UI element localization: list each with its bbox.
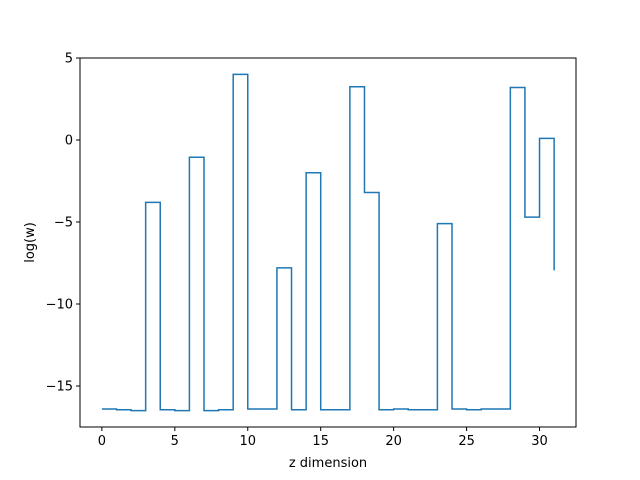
- x-tick-label: 30: [531, 434, 548, 449]
- x-tick-label: 25: [458, 434, 475, 449]
- axes-frame: [79, 57, 577, 428]
- y-tick-label: 0: [65, 134, 73, 149]
- y-tick-label: −5: [54, 216, 73, 231]
- x-axis-label: z dimension: [289, 456, 367, 471]
- x-tick-label: 5: [171, 434, 179, 449]
- y-axis-label: log(w): [23, 222, 38, 263]
- x-tick-label: 15: [312, 434, 329, 449]
- x-axis: 0 5 10 15 20 25 30: [98, 427, 548, 449]
- x-tick-label: 20: [385, 434, 402, 449]
- x-tick-label: 10: [239, 434, 256, 449]
- y-tick-label: 5: [65, 52, 73, 67]
- y-axis: 5 0 −5 −10 −15: [46, 52, 80, 395]
- y-tick-label: −10: [46, 298, 73, 313]
- series-line: [101, 73, 555, 412]
- x-tick-label: 0: [98, 434, 106, 449]
- y-tick-label: −15: [46, 380, 73, 395]
- plot-area: [101, 73, 555, 412]
